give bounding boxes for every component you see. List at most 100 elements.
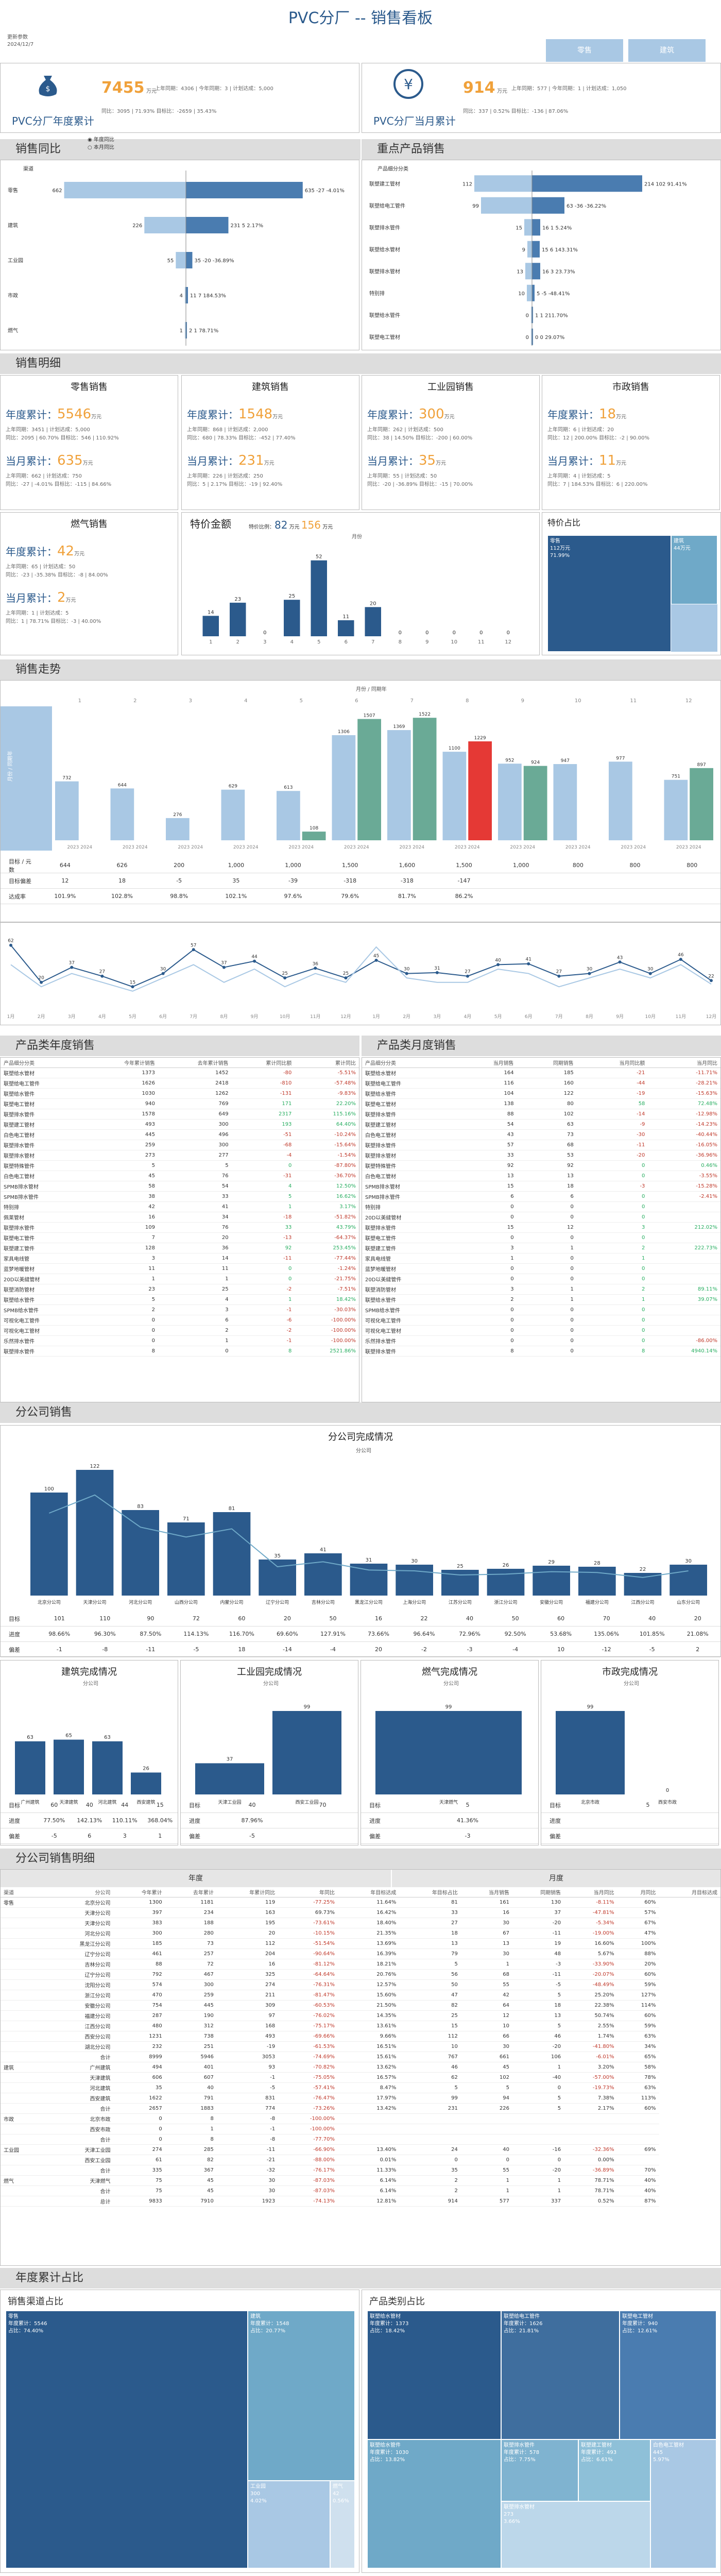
share-text: 联塑排水管材 [504, 2504, 535, 2510]
table-cell: 联塑电工管件 [362, 1232, 457, 1243]
trend-year-label: 2023 2024 [510, 845, 535, 850]
trend-bar-label: 1522 [419, 712, 431, 717]
retail-button[interactable]: 零售 [546, 39, 623, 62]
channel-month-row: 当月累计：2万元 [6, 590, 76, 605]
detail-cell: 5 [512, 2093, 564, 2104]
detail-cell: 20.76% [338, 1969, 400, 1980]
table-cell: -13 [231, 1232, 295, 1243]
prev-bar [185, 322, 186, 338]
detail-cell: -76.47% [278, 2093, 338, 2104]
table-cell: -18 [231, 1212, 295, 1223]
prev-label: 112 [462, 181, 472, 187]
share-retail-block: 零售 112万元 71.99% [547, 535, 671, 652]
share-text: 年度累计：493 [581, 2450, 617, 2455]
table-cell: -64.37% [295, 1232, 359, 1243]
table-cell: 193 [231, 1119, 295, 1130]
detail-cell: 12 [460, 2010, 512, 2021]
share-build-value: 44万元 [674, 546, 691, 551]
prev-label: 13 [517, 269, 523, 275]
channel-year-label: 年度累计： [367, 409, 419, 421]
detail-cell: 280 [165, 1928, 217, 1939]
table-cell: 可视化电工管件 [362, 1315, 457, 1326]
build-button[interactable]: 建筑 [628, 39, 706, 62]
table-cell: -14 [576, 1109, 648, 1120]
table-row: 联塑建工管材 493 300 193 64.40% [1, 1119, 359, 1130]
table-cell: 1626 [84, 1078, 158, 1089]
branch-table-row: 进度 98.66% 96.30% 87.50% 114.13% 116.70% 69.60%… [1, 1626, 720, 1642]
detail-cell: -60.53% [278, 2000, 338, 2011]
detail-cell: -73.26% [278, 2103, 338, 2114]
channel-month-value: 231 [238, 453, 264, 468]
branch-chart-card: 分公司完成情况 分公司 100 北京分公司 122 天津分公司 83 河北分公司 71 山西分… [0, 1425, 721, 1657]
update-date: 2024/12/7 [7, 42, 34, 47]
radio-year-yoy[interactable]: ◉ 年度同比 [88, 137, 114, 143]
detail-cell: 97 [216, 2010, 279, 2021]
share-text: 年度累计：5546 [8, 2321, 47, 2327]
line-series [10, 945, 712, 988]
table-row: 联塑特殊管件 5 5 0 -87.80% [1, 1160, 359, 1171]
trend-year-label: 2023 2024 [676, 845, 701, 850]
radio-month-yoy[interactable]: ○ 本月同比 [88, 145, 114, 150]
trend-bar-2023 [221, 789, 245, 840]
table-cell: 0 [517, 1274, 577, 1284]
branch-table: 目标 101 110 90 72 60 20 50 16 22 40 50 60 70 40 20 进度 98.6… [1, 1611, 720, 1657]
detail-cell [617, 2155, 659, 2165]
trend-legend: 月份 / 同期年 [356, 687, 387, 692]
sub-branch-card: 建筑完成情况 分公司 63 广州建筑 65 天津建筑 63 河北建筑 26 西安建筑 目标 60 40 4… [0, 1660, 178, 1845]
sub-branch-bar-label: 63 [104, 1735, 111, 1740]
trend-row-label: 目标偏差 [9, 877, 31, 885]
trend-cell: 800 [572, 862, 583, 869]
table-row: SPMB排水管材 58 54 4 12.50% [1, 1181, 359, 1192]
share-build-label: 建筑 [674, 538, 684, 544]
table-cell: 45 [84, 1171, 158, 1181]
branch-cell: 96.30% [94, 1631, 116, 1637]
branch-bar [670, 1565, 707, 1596]
table-cell: 1 [517, 1284, 577, 1295]
detail-cell: 325 [216, 1969, 279, 1980]
table-cell: 73 [517, 1129, 577, 1140]
table-cell: 0 [457, 1232, 517, 1243]
table-cell: 乐然排水管件 [362, 1335, 457, 1346]
channel-month-yoy: 同比：-20 | -36.89% 目标比：-15 | 70.00% [367, 482, 473, 487]
product-share-block: 联塑给水管材 年度累计：1373 占比：18.42% [367, 2311, 501, 2439]
share-text: 3.66% [504, 2519, 520, 2524]
trend-cell: 1,000 [512, 862, 529, 869]
detail-cell: 55 [460, 2165, 512, 2176]
table-cell: 164 [457, 1067, 517, 1078]
group-year: 年度 [1, 1870, 392, 1887]
detail-cell [617, 2124, 659, 2134]
share-text: 年度累计：1626 [504, 2321, 543, 2327]
detail-cell: 831 [216, 2093, 279, 2104]
detail-cell: 607 [165, 2072, 217, 2083]
table-cell: -1 [231, 1304, 295, 1315]
table-cell: 33 [457, 1150, 517, 1161]
trend-cell: 1,500 [341, 862, 358, 869]
branch-cell: -8 [102, 1646, 108, 1653]
special-bar-label: 23 [234, 597, 241, 602]
table-cell: 63 [517, 1119, 577, 1130]
table-row: 联塑排水管件 15 12 3 212.02% [362, 1222, 720, 1233]
branch-cell: 18 [238, 1646, 246, 1653]
table-cell: 7 [84, 1232, 158, 1243]
table-cell: 92 [457, 1160, 517, 1171]
trend-year-label: 2023 2024 [123, 845, 148, 850]
branch-cell: -1 [56, 1646, 62, 1653]
table-cell: 4940.14% [648, 1346, 720, 1357]
table-row: 联塑电工管材 940 769 171 22.20% [1, 1098, 359, 1109]
detail-cell: 119 [216, 1897, 279, 1908]
channel-title: 零售销售 [71, 382, 108, 393]
channel-year-row: 年度累计：18万元 [547, 406, 626, 422]
table-cell: 联塑电工管材 [362, 1098, 457, 1109]
table-cell: SPMB排水管材 [362, 1181, 457, 1192]
table-row: 20D以美缝管材 0 0 0 [362, 1212, 720, 1223]
branch-bar-label: 35 [274, 1553, 281, 1559]
detail-cell: 257 [165, 1948, 217, 1959]
detail-cell: -33.90% [564, 1959, 617, 1970]
sub-branch-bar [195, 1763, 264, 1794]
detail-row: 浙江分公司 470 259 211 -81.47% 15.60% 47 42 5 25.20% 12… [1, 1990, 720, 2001]
line-point-label: 44 [251, 955, 258, 960]
table-cell: -1.24% [295, 1263, 359, 1274]
detail-cell: 33 [399, 1907, 461, 1918]
table-cell: 15 [457, 1222, 517, 1233]
trend-bar-label: 644 [118, 783, 127, 788]
